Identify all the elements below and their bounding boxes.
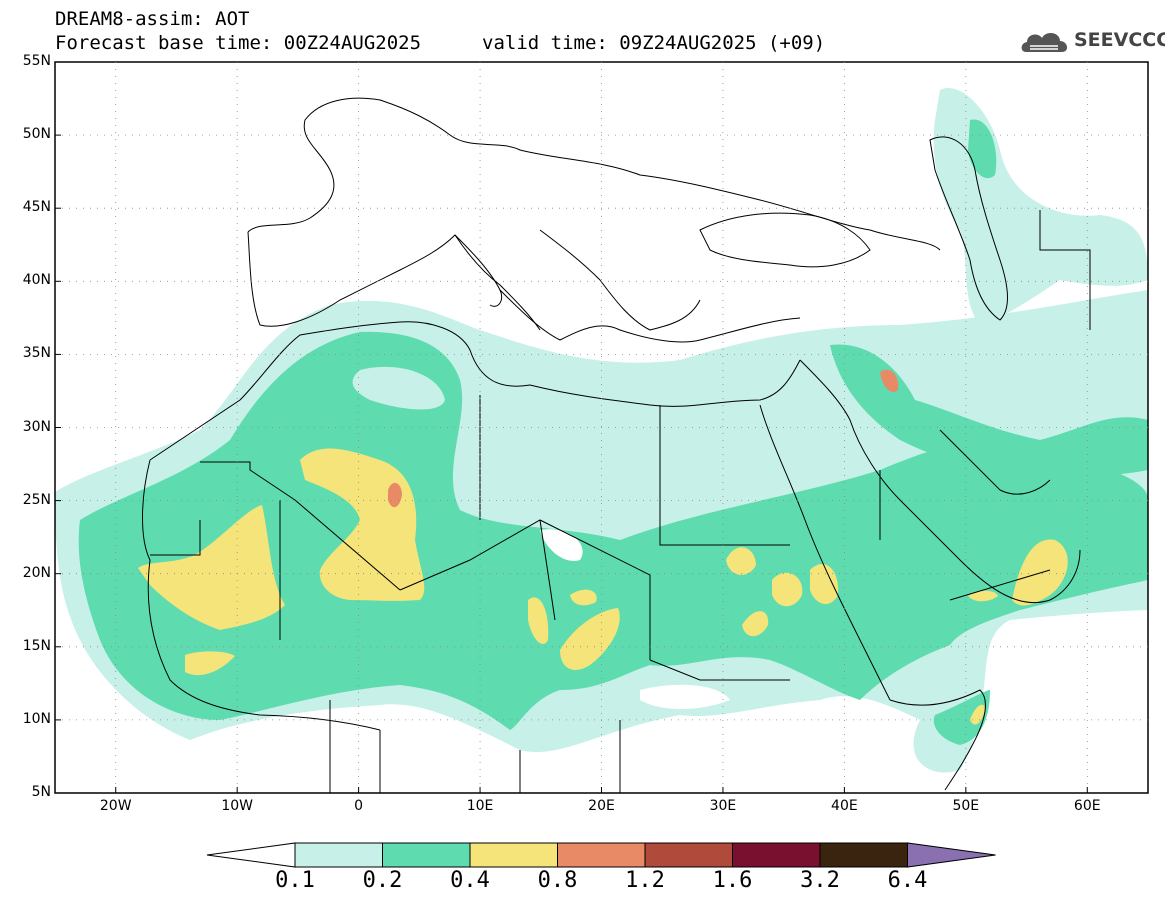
aot-level-0.4-somalia <box>970 704 985 725</box>
graticule <box>55 62 1148 793</box>
lat-label: 45N <box>22 199 51 216</box>
forecast-base-time: Forecast base time: 00Z24AUG2025 <box>55 32 422 54</box>
colorbar-label: 0.4 <box>450 868 490 893</box>
lat-label: 50N <box>22 126 51 143</box>
colorbar-box <box>644 842 733 868</box>
colorbar-label: 1.6 <box>712 868 753 893</box>
colorbar-label: 6.4 <box>887 868 928 893</box>
aot-clear-chad <box>540 529 583 561</box>
axis-ticks <box>55 61 1088 794</box>
aot-level-0.2-west <box>78 331 1148 730</box>
lon-label: 50E <box>952 798 980 814</box>
lon-label: 20E <box>588 798 615 814</box>
lon-label: 10E <box>466 798 494 814</box>
colorbar-arrow-low <box>206 842 296 868</box>
aot-level-0.4-yemen <box>968 590 998 602</box>
aot-level-0.4-sudan2 <box>772 572 803 607</box>
cloud-icon <box>1021 32 1068 52</box>
aot-clear-egypt <box>477 416 722 518</box>
lat-label: 30N <box>22 418 51 435</box>
coastlines <box>142 97 1091 793</box>
aot-clear-libya <box>352 366 445 410</box>
aot-level-0.2-somalia <box>933 690 990 745</box>
valid-time: valid time: 09Z24AUG2025 (+09) <box>482 32 826 54</box>
aot-level-0.2-caspian <box>968 119 997 179</box>
lon-label: 40E <box>831 798 858 814</box>
colorbar-box <box>557 842 646 868</box>
aot-clear-sudan <box>640 684 730 709</box>
aot-level-0.2-arabia <box>830 344 1148 476</box>
lat-label: 55N <box>22 53 51 69</box>
colorbar-label: 0.8 <box>537 868 578 893</box>
lon-label: 60E <box>1073 798 1101 814</box>
map-title: DREAM8-assim: AOT <box>55 8 250 30</box>
aot-level-0.4-chad <box>560 608 620 670</box>
lat-label: 40N <box>22 272 51 289</box>
colorbar-label: 0.1 <box>275 868 315 893</box>
lon-label: 20W <box>99 798 132 814</box>
lat-label: 35N <box>22 345 51 362</box>
lon-label: 30E <box>709 798 737 814</box>
aot-level-0.4-chad2 <box>570 589 597 606</box>
colorbar-label: 0.2 <box>362 868 403 893</box>
colorbar-label: 3.2 <box>800 868 840 893</box>
colorbar-box <box>819 842 908 868</box>
lat-label: 15N <box>22 637 51 654</box>
colorbar-box <box>469 842 558 868</box>
aot-level-0.4-eritrea <box>810 564 839 605</box>
aot-level-0.8-algeria <box>388 482 402 508</box>
lat-label: 5N <box>31 784 51 800</box>
lon-label: 10W <box>221 798 253 814</box>
colorbar-box <box>732 842 821 868</box>
colorbar-label: 1.2 <box>625 868 665 893</box>
aot-level-0.8-iraq <box>880 369 899 392</box>
aot-level-0.4-mauritania <box>138 505 285 630</box>
colorbar-box <box>382 842 471 868</box>
lat-label: 25N <box>22 491 51 508</box>
aot-level-0.4-sudan3 <box>742 611 769 637</box>
lat-label: 10N <box>22 710 51 727</box>
aot-level-0.4-senegal <box>185 651 235 676</box>
colorbar-box <box>294 842 383 868</box>
lon-label: 0 <box>354 798 364 814</box>
aot-level-0.4-oman <box>1012 539 1068 606</box>
colorbar-arrow-high <box>907 842 996 868</box>
seevccc-logo: SEEVCCC <box>1018 24 1165 60</box>
aot-level-0.4-sudan <box>726 547 756 575</box>
aot-field <box>55 88 1148 773</box>
lat-label: 20N <box>22 564 51 581</box>
aot-level-0.4-niger <box>528 597 549 644</box>
